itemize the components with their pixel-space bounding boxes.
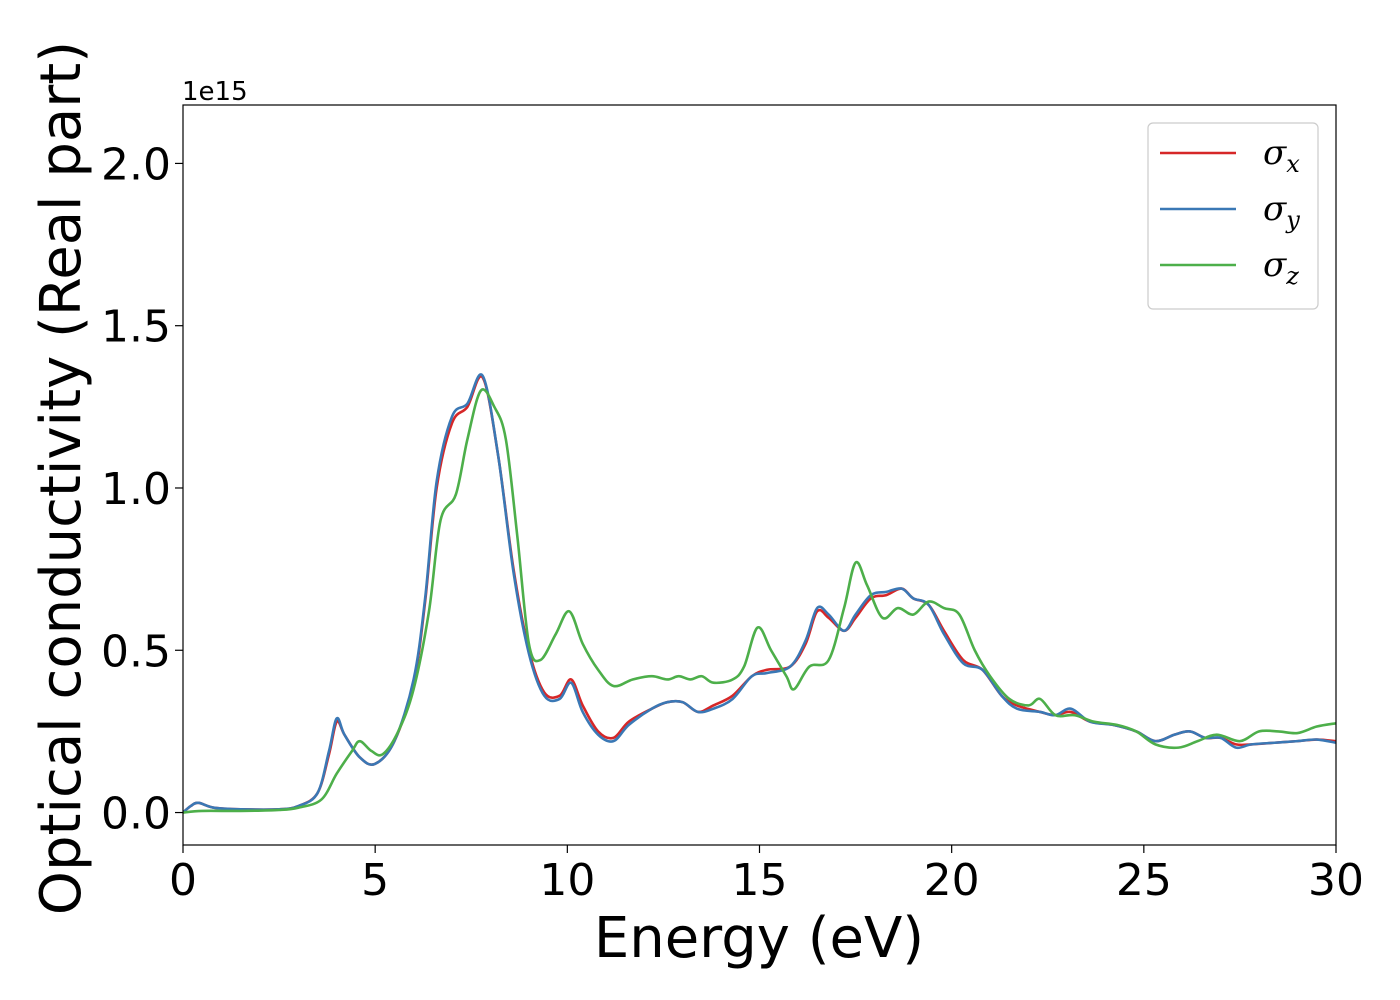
series-line-z xyxy=(183,388,1336,814)
x-tick-label: 5 xyxy=(361,855,389,906)
x-tick-label: 30 xyxy=(1308,855,1364,906)
series-layer xyxy=(183,373,1336,814)
x-axis-title: Energy (eV) xyxy=(594,906,924,971)
x-tick-label: 25 xyxy=(1116,855,1172,906)
y-tick-label: 2.0 xyxy=(101,139,171,190)
y-axis-offset-label: 1e15 xyxy=(182,77,248,107)
y-tick-label: 0.0 xyxy=(101,789,171,840)
x-tick-label: 15 xyxy=(732,855,788,906)
y-tick-label: 1.0 xyxy=(101,464,171,515)
x-tick-label: 0 xyxy=(169,855,197,906)
x-tick-label: 10 xyxy=(539,855,595,906)
legend-box xyxy=(1147,122,1319,310)
y-tick-label: 1.5 xyxy=(101,302,171,353)
y-axis-ticks: 0.0 0.5 1.0 1.5 2.0 xyxy=(101,139,183,840)
x-tick-label: 20 xyxy=(924,855,980,906)
x-axis-ticks: 0 5 10 15 20 25 30 xyxy=(169,845,1364,906)
y-axis-title: Optical conductivity (Real part) xyxy=(29,41,94,915)
y-tick-label: 0.5 xyxy=(101,626,171,677)
